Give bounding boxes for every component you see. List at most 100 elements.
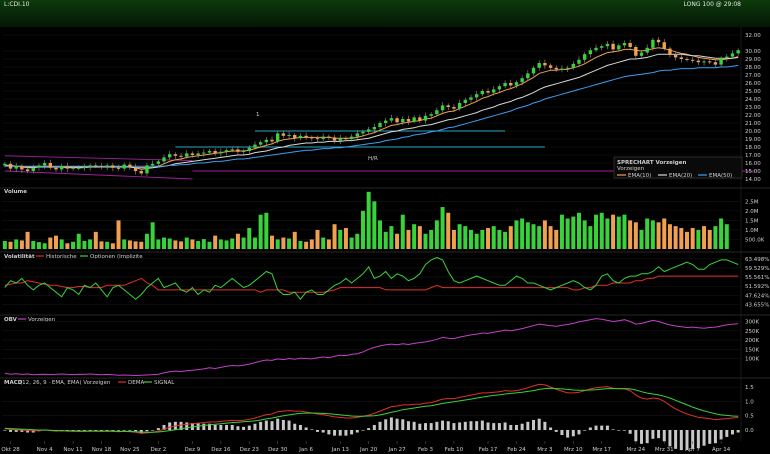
candle-body xyxy=(634,47,638,56)
volume-bar xyxy=(116,220,121,249)
macd-hist-bar xyxy=(537,418,541,430)
date-tick-label: Nov 25 xyxy=(120,447,140,453)
candle-body xyxy=(88,165,92,167)
macd-hist-bar xyxy=(26,430,30,433)
volume-bar xyxy=(321,237,326,249)
volume-bar xyxy=(298,240,303,249)
date-tick-label: Nov 18 xyxy=(92,447,112,453)
ema-line-0 xyxy=(4,47,739,170)
macd-hist-bar xyxy=(674,430,678,449)
volume-bar xyxy=(690,228,695,249)
macd-hist-bar xyxy=(657,430,661,439)
macd-dema-line xyxy=(4,383,739,434)
volume-bar xyxy=(258,214,263,249)
price-tick-label: 19.00 xyxy=(745,137,761,143)
volatility-grid xyxy=(2,258,741,305)
macd-hist-bar xyxy=(475,421,479,430)
candle-body xyxy=(418,117,422,121)
volume-bar xyxy=(406,229,411,249)
price-tick-label: 15.00 xyxy=(745,169,761,175)
candle-body xyxy=(190,153,195,155)
volume-axis: 500.0K 1.0M 1.5M 2.0M 2.5M xyxy=(745,199,765,243)
price-tick-label: 24.00 xyxy=(745,97,761,103)
candle-body xyxy=(293,135,297,139)
macd-hist-bar xyxy=(486,422,490,430)
volume-bar xyxy=(554,229,559,249)
macd-hist-bar xyxy=(600,425,604,430)
candle-body xyxy=(696,60,701,63)
date-tick-label: Mrz 24 xyxy=(627,447,646,453)
candle-body xyxy=(526,73,530,79)
macd-hist-bar xyxy=(554,430,558,432)
macd-hist-bar xyxy=(3,430,7,431)
candle-body xyxy=(94,165,98,167)
candle-body xyxy=(469,97,473,100)
candle-body xyxy=(446,105,450,107)
price-tick-label: 14.00 xyxy=(745,177,761,183)
candle-body xyxy=(611,43,615,50)
date-tick-label: Feb 10 xyxy=(445,447,464,453)
candle-body xyxy=(651,39,655,48)
candle-body xyxy=(150,163,155,166)
legend-ema10: EMA(10) xyxy=(628,173,651,179)
volatility-tick-label: 47.624% xyxy=(745,293,769,299)
candle-body xyxy=(241,151,246,152)
price-tick-label: 32.00 xyxy=(745,33,761,39)
candle-body xyxy=(332,137,337,141)
candle-body xyxy=(133,167,138,171)
candle-body xyxy=(185,153,189,157)
volume-bar xyxy=(366,191,371,249)
candle-body xyxy=(361,131,365,134)
macd-hist-bar xyxy=(549,427,553,430)
volume-bar xyxy=(588,226,593,249)
volume-bar xyxy=(218,239,223,249)
candle-body xyxy=(264,139,269,143)
macd-hist-bar xyxy=(236,426,240,430)
price-tick-label: 30.00 xyxy=(745,49,761,55)
candle-body xyxy=(366,129,371,132)
date-tick-label: Dez 9 xyxy=(185,447,201,453)
candle-body xyxy=(474,94,479,98)
candle-body xyxy=(355,133,359,137)
candle-body xyxy=(247,147,251,151)
candle-body xyxy=(435,110,439,115)
volume-bar xyxy=(264,212,269,249)
candle-body xyxy=(270,139,274,142)
volume-bar xyxy=(468,229,473,249)
macd-hist-bar xyxy=(497,423,501,430)
macd-hist-bar xyxy=(105,430,109,431)
date-tick-label: Feb 3 xyxy=(418,447,433,453)
macd-hist-bar xyxy=(702,430,706,446)
macd-hist-bar xyxy=(207,423,211,430)
macd-hist-bar xyxy=(418,423,422,430)
volume-bar xyxy=(349,237,354,249)
volume-bar xyxy=(429,229,434,249)
volume-tick-label: 2.0M xyxy=(745,209,759,215)
date-tick-label: Mrz 10 xyxy=(564,447,583,453)
volume-bar xyxy=(702,226,707,249)
volume-bar xyxy=(548,226,553,249)
candle-body xyxy=(389,118,394,121)
candle-body xyxy=(730,53,735,57)
candle-body xyxy=(173,154,178,156)
macd-hist-bar xyxy=(725,430,729,437)
candle-body xyxy=(622,43,627,46)
candle-body xyxy=(395,118,399,123)
candle-body xyxy=(565,67,570,69)
macd-hist-bar xyxy=(503,422,507,430)
date-tick-label: Dez 16 xyxy=(211,447,231,453)
candle-body xyxy=(617,45,621,50)
volume-bar xyxy=(531,224,536,249)
macd-hist-bar xyxy=(213,424,217,430)
volume-bar xyxy=(355,233,360,249)
candle-body xyxy=(128,164,132,167)
macd-hist-bar xyxy=(344,430,348,436)
volume-bar xyxy=(304,241,309,249)
ema-line-2 xyxy=(4,64,739,167)
macd-tick-label: 0.5 xyxy=(745,414,754,420)
price-legend[interactable]: SPRECHART Vorzeigen Vorzeigen EMA(10) EM… xyxy=(613,156,743,179)
volume-bar xyxy=(343,228,348,249)
macd-hist-bar xyxy=(594,425,598,430)
macd-hist-bar xyxy=(492,423,496,430)
